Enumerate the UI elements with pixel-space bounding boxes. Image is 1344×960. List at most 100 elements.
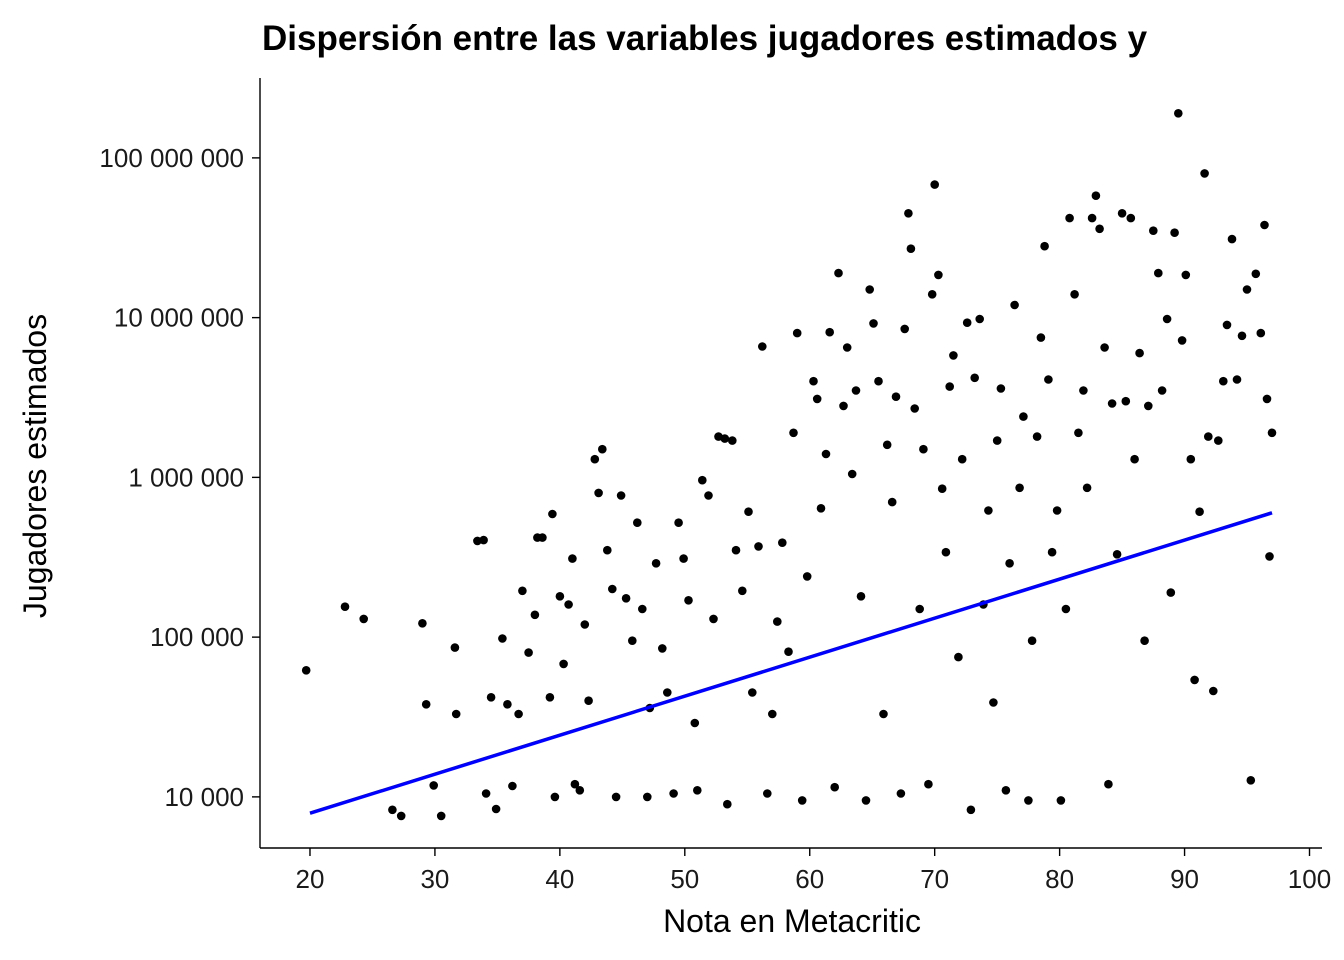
data-point <box>937 484 947 494</box>
data-point <box>851 386 861 395</box>
chart-title: Dispersión entre las variables jugadores… <box>262 19 1148 58</box>
data-point <box>1074 428 1083 438</box>
data-point <box>1222 320 1232 330</box>
data-point <box>1032 432 1042 441</box>
data-point <box>989 698 998 707</box>
data-point <box>996 384 1006 393</box>
data-point <box>1260 220 1269 230</box>
data-point <box>1056 796 1066 805</box>
data-point <box>514 709 523 719</box>
data-point <box>856 592 866 601</box>
data-point <box>679 554 688 563</box>
x-tick-label: 20 <box>296 864 325 894</box>
data-point <box>927 290 937 299</box>
data-point <box>1200 169 1209 178</box>
data-point <box>744 507 753 516</box>
data-point <box>508 781 517 791</box>
data-point <box>486 693 496 702</box>
data-point <box>1130 454 1139 464</box>
data-point <box>1082 483 1092 493</box>
y-tick-label: 100 000 000 <box>99 143 244 173</box>
data-point <box>768 709 777 719</box>
data-point <box>720 434 730 443</box>
data-point <box>564 600 573 609</box>
data-point <box>704 491 713 500</box>
data-point <box>887 497 897 507</box>
y-tick-label: 10 000 <box>164 782 244 812</box>
data-point <box>1177 336 1187 345</box>
data-point <box>1036 333 1046 342</box>
x-tick-label: 70 <box>920 864 949 894</box>
data-point <box>548 509 557 519</box>
data-point <box>758 342 767 351</box>
data-point <box>616 491 626 500</box>
x-tick-label: 60 <box>795 864 824 894</box>
y-axis-title: Jugadores estimados <box>17 314 53 618</box>
data-point <box>1047 547 1057 557</box>
data-point <box>919 444 928 454</box>
data-point <box>340 602 350 611</box>
data-point <box>530 610 540 620</box>
data-point <box>825 327 834 337</box>
data-point <box>669 789 678 798</box>
data-point <box>1209 686 1218 696</box>
data-point <box>821 449 831 459</box>
data-point <box>388 805 397 815</box>
data-point <box>421 700 431 709</box>
data-point <box>891 392 901 402</box>
data-point <box>550 792 560 802</box>
data-point <box>934 270 943 280</box>
data-point <box>1015 483 1024 493</box>
x-axis-title: Nota en Metacritic <box>663 903 921 939</box>
data-point <box>594 488 603 498</box>
data-point <box>900 324 909 334</box>
data-point <box>738 586 747 596</box>
data-point <box>1065 213 1074 223</box>
data-point <box>658 644 667 653</box>
data-point <box>1001 786 1011 795</box>
data-point <box>1204 432 1213 441</box>
data-point <box>924 779 933 789</box>
data-point <box>1010 300 1019 310</box>
data-point <box>1170 228 1179 237</box>
y-tick-label: 1 000 000 <box>128 462 244 492</box>
data-point <box>503 700 512 709</box>
data-point <box>628 636 637 645</box>
data-point <box>1181 270 1191 280</box>
data-point <box>954 652 963 662</box>
data-point <box>1140 636 1149 645</box>
data-point <box>1237 331 1247 341</box>
points-layer <box>301 109 1277 821</box>
data-point <box>1061 604 1071 614</box>
x-tick-label: 90 <box>1170 864 1199 894</box>
data-point <box>842 343 852 352</box>
data-point <box>568 554 577 563</box>
data-point <box>1027 636 1037 645</box>
data-point <box>690 718 700 728</box>
data-point <box>598 444 607 454</box>
data-point <box>559 659 568 669</box>
data-point <box>1040 241 1049 251</box>
data-point <box>418 619 427 628</box>
data-point <box>865 285 874 294</box>
data-point <box>359 614 369 624</box>
data-point <box>611 792 621 802</box>
data-point <box>450 643 460 652</box>
data-point <box>481 789 491 798</box>
data-point <box>966 805 976 815</box>
data-point <box>429 781 439 790</box>
data-point <box>580 620 590 629</box>
data-point <box>830 782 839 792</box>
data-point <box>584 696 593 705</box>
data-point <box>498 634 507 643</box>
data-point <box>723 799 732 809</box>
data-point <box>663 688 672 697</box>
data-point <box>608 584 617 594</box>
data-point <box>784 647 793 656</box>
data-point <box>436 811 446 821</box>
data-point <box>545 693 555 702</box>
data-point <box>709 614 718 624</box>
data-point <box>984 506 993 515</box>
data-point <box>789 428 798 438</box>
data-point <box>910 404 919 413</box>
